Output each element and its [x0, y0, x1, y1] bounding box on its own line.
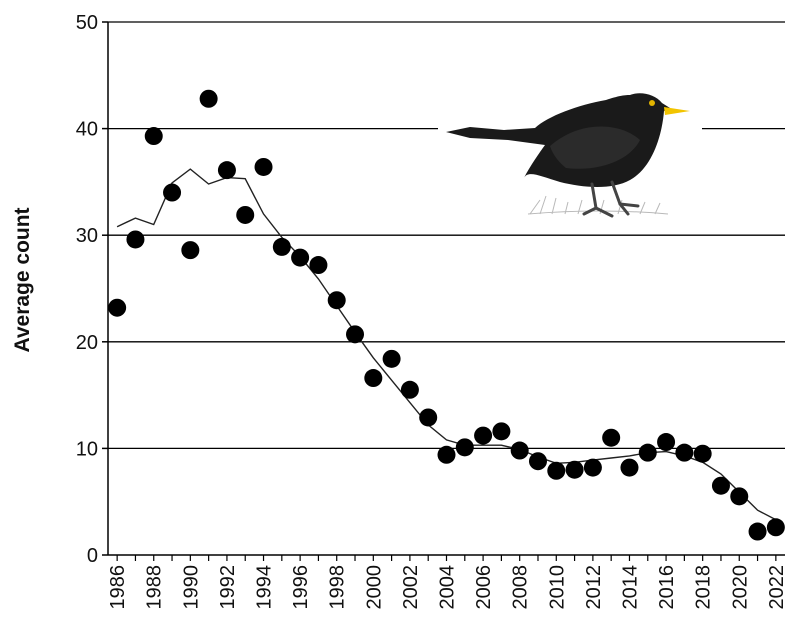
data-point — [693, 444, 712, 463]
x-tick-label: 2014 — [619, 565, 641, 610]
data-point — [766, 518, 785, 537]
data-point — [163, 183, 182, 202]
x-tick-label: 2008 — [510, 565, 532, 610]
data-point — [419, 408, 438, 427]
y-axis-title: Average count — [11, 207, 34, 352]
data-point — [272, 237, 291, 256]
grid-lines — [108, 21, 785, 450]
x-tick-label: 1990 — [180, 565, 202, 610]
data-point — [236, 205, 255, 224]
data-point — [711, 476, 730, 495]
data-point — [400, 380, 419, 399]
data-point — [309, 256, 328, 275]
data-point — [437, 445, 456, 464]
x-tick-label: 2006 — [473, 565, 495, 610]
x-tick-label: 1998 — [327, 565, 349, 610]
x-tick-label: 2018 — [693, 565, 715, 610]
data-point — [565, 460, 584, 479]
data-point — [382, 349, 401, 368]
data-point — [126, 230, 145, 249]
data-point — [510, 441, 529, 460]
data-point — [291, 248, 310, 267]
y-tick-label: 10 — [76, 438, 98, 460]
bird-legs — [582, 180, 640, 218]
data-point — [144, 127, 163, 146]
y-tick-labels: 0 10 20 30 40 50 — [76, 12, 98, 567]
data-point — [748, 522, 767, 541]
data-point — [602, 428, 621, 447]
data-point — [254, 157, 273, 176]
x-tick-label: 2020 — [729, 565, 751, 610]
x-tick-label: 1992 — [217, 565, 239, 610]
y-tick-label: 30 — [76, 225, 98, 247]
x-tick-label: 2012 — [583, 565, 605, 610]
data-point — [620, 458, 639, 477]
x-tick-label: 2004 — [437, 565, 459, 610]
x-tick-label: 2022 — [766, 565, 788, 610]
x-tick-label: 2002 — [400, 565, 422, 610]
y-tick-label: 20 — [76, 332, 98, 354]
data-point — [583, 458, 602, 477]
x-tick-label: 1986 — [107, 565, 129, 610]
data-point — [108, 298, 127, 317]
x-tick-label: 2016 — [656, 565, 678, 610]
data-point — [528, 452, 547, 471]
data-point — [364, 369, 383, 388]
y-tick-label: 40 — [76, 119, 98, 141]
data-point — [492, 422, 511, 441]
x-tick-labels: 1986 1988 1990 1992 1994 1996 1998 2000 2002 2004… — [107, 565, 788, 610]
x-tick-label: 1988 — [144, 565, 166, 610]
x-tick-label: 1996 — [290, 565, 312, 610]
data-point — [675, 443, 694, 462]
y-tick-label: 50 — [76, 12, 98, 34]
x-tick-label: 2010 — [546, 565, 568, 610]
data-point — [547, 461, 566, 480]
axes — [102, 21, 785, 561]
data-point — [474, 426, 493, 445]
x-tick-label: 2000 — [363, 565, 385, 610]
data-point — [730, 487, 749, 506]
data-point — [199, 89, 218, 108]
data-point — [181, 241, 200, 260]
data-point — [327, 291, 346, 310]
data-point — [638, 443, 657, 462]
bird-wing — [550, 126, 640, 169]
x-tick-label: 1994 — [254, 565, 276, 610]
y-tick-label: 0 — [87, 545, 98, 567]
blackbird-illustration — [438, 86, 702, 234]
bird-beak — [664, 107, 690, 115]
data-point — [657, 433, 676, 452]
bird-eye — [649, 100, 655, 106]
data-point — [455, 438, 474, 457]
data-point — [217, 161, 236, 180]
data-point — [346, 325, 365, 344]
data-points — [108, 89, 785, 541]
